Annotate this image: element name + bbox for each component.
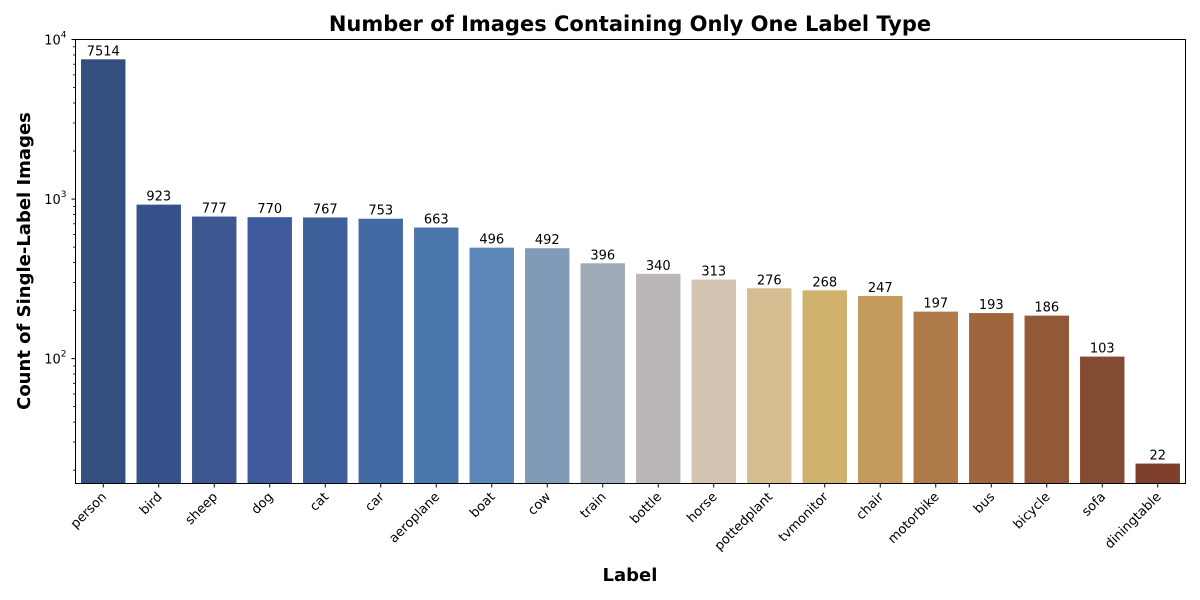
bar-bus xyxy=(969,313,1014,484)
y-axis: 102 103 104 xyxy=(44,31,76,471)
x-tick-label-boat: boat xyxy=(467,490,498,521)
bar-horse xyxy=(691,279,736,484)
bar-car xyxy=(358,218,403,484)
x-tick-label-sheep: sheep xyxy=(183,490,221,528)
x-tick-label-bicycle: bicycle xyxy=(1011,490,1054,533)
x-tick-label-tvmonitor: tvmonitor xyxy=(776,489,832,545)
x-tick-label-train: train xyxy=(578,490,610,522)
x-tick-label-diningtable: diningtable xyxy=(1102,490,1164,552)
bar-diningtable xyxy=(1135,463,1180,484)
data-label-cow: 492 xyxy=(535,233,560,248)
bar-dog xyxy=(247,217,292,484)
y-tick-label: 103 xyxy=(44,190,66,208)
bar-bird xyxy=(136,204,181,484)
x-tick-label-horse: horse xyxy=(684,490,720,526)
bar-bottle xyxy=(636,273,681,484)
x-axis-label: Label xyxy=(603,565,658,586)
data-label-pottedplant: 276 xyxy=(757,273,782,288)
data-label-horse: 313 xyxy=(701,265,726,280)
data-label-sheep: 777 xyxy=(202,202,227,217)
data-label-car: 753 xyxy=(368,204,393,219)
data-label-diningtable: 22 xyxy=(1149,449,1166,464)
bar-chair xyxy=(858,295,903,484)
x-tick-label-chair: chair xyxy=(854,489,888,523)
bar-tvmonitor xyxy=(802,290,847,484)
data-label-bird: 923 xyxy=(146,190,171,205)
bar-cat xyxy=(303,217,348,484)
bar-boat xyxy=(469,247,514,484)
x-tick-label-person: person xyxy=(68,490,110,532)
data-label-bus: 193 xyxy=(979,298,1004,313)
data-label-aeroplane: 663 xyxy=(424,213,449,228)
data-label-person: 7514 xyxy=(87,44,120,59)
data-label-dog: 770 xyxy=(257,202,282,217)
bar-bicycle xyxy=(1024,315,1069,484)
bar-sheep xyxy=(192,216,237,484)
plot-frame xyxy=(75,39,1186,484)
bar-motorbike xyxy=(913,311,958,484)
data-label-motorbike: 197 xyxy=(923,297,948,312)
bar-train xyxy=(580,263,625,484)
bar-pottedplant xyxy=(747,288,792,484)
x-tick-label-car: car xyxy=(362,489,388,515)
bar-aeroplane xyxy=(414,227,459,484)
data-label-boat: 496 xyxy=(479,233,504,248)
data-label-cat: 767 xyxy=(313,202,338,217)
data-label-bicycle: 186 xyxy=(1034,301,1059,316)
x-tick-label-aeroplane: aeroplane xyxy=(386,490,443,547)
data-label-train: 396 xyxy=(590,248,615,263)
x-tick-label-bird: bird xyxy=(137,490,165,518)
y-axis-label: Count of Single-Label Images xyxy=(14,112,35,410)
y-tick-label: 102 xyxy=(44,350,66,368)
bar-sofa xyxy=(1080,356,1125,484)
data-label-sofa: 103 xyxy=(1090,342,1115,357)
x-tick-label-cat: cat xyxy=(307,490,332,515)
bar-cow xyxy=(525,248,570,484)
x-tick-label-dog: dog xyxy=(249,490,277,518)
bar-person xyxy=(81,59,126,484)
bars-group xyxy=(81,59,1180,484)
data-labels-group: 7514 923 777 770 767 753 663 496 492 396 340 313 276… xyxy=(87,44,1166,463)
x-tick-label-bottle: bottle xyxy=(628,490,665,527)
x-tick-label-pottedplant: pottedplant xyxy=(712,490,776,554)
x-tick-label-bus: bus xyxy=(971,490,998,517)
x-tick-label-sofa: sofa xyxy=(1079,490,1109,520)
x-tick-label-motorbike: motorbike xyxy=(885,490,942,547)
data-label-bottle: 340 xyxy=(646,259,671,274)
data-label-tvmonitor: 268 xyxy=(812,275,837,290)
y-tick-label: 104 xyxy=(44,31,67,49)
data-label-chair: 247 xyxy=(868,281,893,296)
x-tick-label-cow: cow xyxy=(525,489,554,518)
chart-title: Number of Images Containing Only One Lab… xyxy=(329,12,931,36)
